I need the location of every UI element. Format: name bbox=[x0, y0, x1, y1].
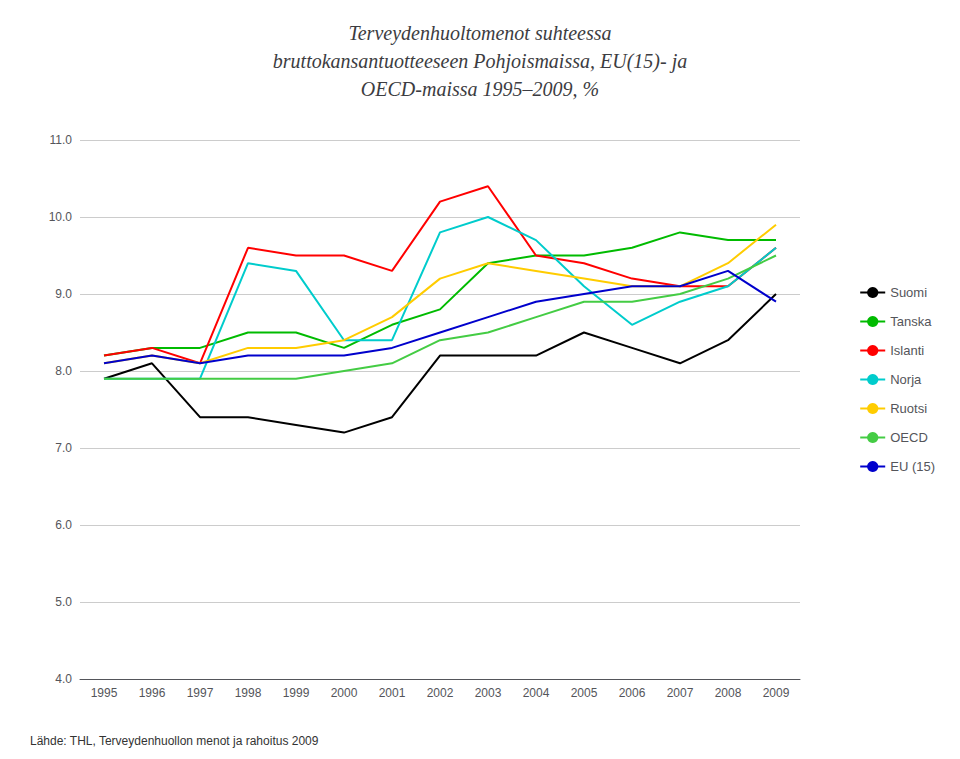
svg-text:1996: 1996 bbox=[139, 686, 166, 700]
svg-text:Tanska: Tanska bbox=[890, 314, 932, 329]
svg-text:2008: 2008 bbox=[715, 686, 742, 700]
svg-text:Ruotsi: Ruotsi bbox=[890, 401, 927, 416]
svg-text:2004: 2004 bbox=[523, 686, 550, 700]
svg-text:2006: 2006 bbox=[619, 686, 646, 700]
svg-text:1995: 1995 bbox=[91, 686, 118, 700]
svg-text:Suomi: Suomi bbox=[890, 285, 927, 300]
svg-text:1998: 1998 bbox=[235, 686, 262, 700]
svg-text:9.0: 9.0 bbox=[55, 287, 72, 301]
svg-text:1999: 1999 bbox=[283, 686, 310, 700]
svg-text:7.0: 7.0 bbox=[55, 441, 72, 455]
svg-text:Norja: Norja bbox=[890, 372, 922, 387]
svg-text:6.0: 6.0 bbox=[55, 518, 72, 532]
svg-text:5.0: 5.0 bbox=[55, 595, 72, 609]
svg-text:Lähde: THL, Terveydenhuollon m: Lähde: THL, Terveydenhuollon menot ja ra… bbox=[30, 734, 319, 748]
svg-text:Terveydenhuoltomenot suhteessa: Terveydenhuoltomenot suhteessa bbox=[348, 22, 611, 45]
svg-text:OECD: OECD bbox=[890, 430, 928, 445]
svg-text:2007: 2007 bbox=[667, 686, 694, 700]
svg-text:Islanti: Islanti bbox=[890, 343, 924, 358]
svg-text:10.0: 10.0 bbox=[49, 210, 73, 224]
svg-text:2001: 2001 bbox=[379, 686, 406, 700]
svg-text:4.0: 4.0 bbox=[55, 672, 72, 686]
svg-text:bruttokansantuotteeseen Pohjoi: bruttokansantuotteeseen Pohjoismaissa, E… bbox=[273, 50, 687, 73]
svg-text:8.0: 8.0 bbox=[55, 364, 72, 378]
svg-text:EU (15): EU (15) bbox=[890, 459, 935, 474]
svg-text:2000: 2000 bbox=[331, 686, 358, 700]
svg-text:2002: 2002 bbox=[427, 686, 454, 700]
svg-text:OECD-maissa 1995–2009, %: OECD-maissa 1995–2009, % bbox=[361, 78, 599, 100]
svg-text:11.0: 11.0 bbox=[50, 133, 73, 147]
svg-text:1997: 1997 bbox=[187, 686, 214, 700]
svg-text:2005: 2005 bbox=[571, 686, 598, 700]
svg-text:2009: 2009 bbox=[763, 686, 790, 700]
svg-text:2003: 2003 bbox=[475, 686, 502, 700]
